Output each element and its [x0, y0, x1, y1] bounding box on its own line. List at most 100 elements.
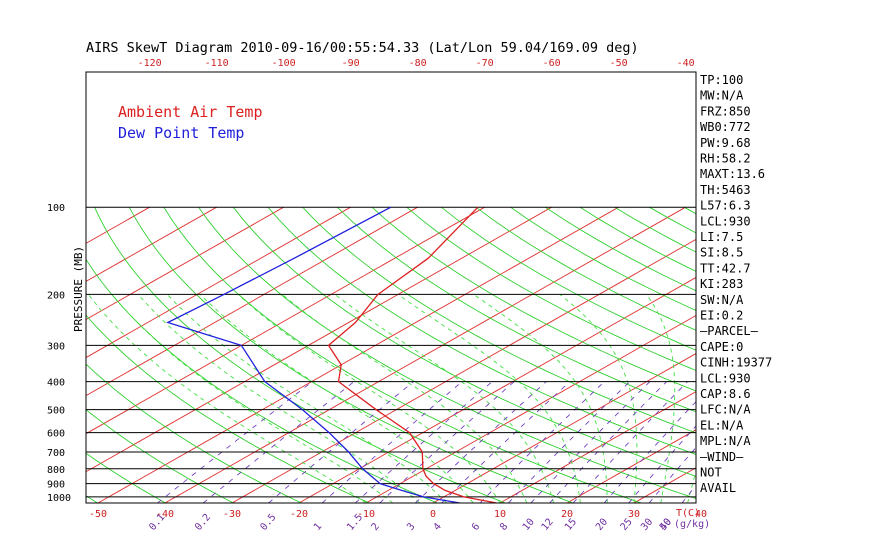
- dry-adiabat-line: [86, 363, 302, 503]
- isotherm-line: [768, 207, 870, 503]
- index-label: SI:8.5: [700, 246, 743, 260]
- bottom-temp-tick-label: -40: [156, 509, 174, 520]
- pressure-tick-label: 100: [47, 203, 65, 214]
- dry-adiabat-line: [86, 409, 234, 503]
- pressure-tick-label: 700: [47, 448, 65, 459]
- top-temp-tick-label: -110: [205, 58, 229, 69]
- index-label: —WIND—: [700, 450, 744, 464]
- dry-adiabat-line: [441, 206, 696, 351]
- pressure-tick-label: 200: [47, 290, 65, 301]
- mixing-ratio-label: 6: [470, 521, 482, 533]
- top-temp-tick-label: -40: [677, 58, 695, 69]
- index-label: TP:100: [700, 73, 743, 87]
- dry-adiabat-line: [86, 258, 438, 503]
- isotherm-line: [0, 207, 16, 503]
- dry-adiabat-line: [406, 206, 696, 371]
- index-label: SW:N/A: [700, 293, 744, 307]
- isotherm-line: [298, 276, 696, 503]
- mixing-ratio-label: 0.2: [193, 512, 213, 533]
- moist-adiabat-line: [282, 294, 528, 503]
- index-label: EL:N/A: [700, 418, 744, 432]
- index-label: LCL:930: [700, 214, 751, 228]
- index-label: —PARCEL—: [700, 324, 759, 338]
- moist-adiabat-line: [646, 294, 676, 503]
- bottom-temp-tick-label: 40: [695, 509, 707, 520]
- dry-adiabat-line: [267, 206, 696, 455]
- pressure-tick-label: 900: [47, 480, 65, 491]
- isotherm-line: [164, 206, 686, 503]
- dry-adiabat-line: [510, 206, 696, 311]
- index-label: NOT: [700, 466, 722, 480]
- mixing-ratio-line: [157, 381, 313, 503]
- mixing-ratio-line: [354, 381, 493, 503]
- temperature-profile-line: [327, 206, 497, 503]
- x-axis-unit: T(C): [676, 508, 700, 519]
- index-label: KI:283: [700, 277, 743, 291]
- isotherm-line: [86, 206, 485, 435]
- plot-frame: [85, 71, 697, 504]
- moist-adiabat-line: [559, 294, 638, 503]
- dry-adiabat-line: [336, 206, 696, 413]
- dry-adiabat-line: [94, 207, 506, 503]
- pressure-tick-label: 600: [47, 429, 65, 440]
- index-label: EI:0.2: [700, 309, 743, 323]
- index-label: MW:N/A: [700, 89, 744, 103]
- chart-title: AIRS SkewT Diagram 2010-09-16/00:55:54.3…: [86, 40, 639, 56]
- index-label: AVAIL: [700, 481, 736, 495]
- bottom-temp-tick-label: -50: [89, 509, 107, 520]
- dry-adiabat-line: [86, 452, 166, 503]
- y-axis-label: PRESSURE (MB): [72, 246, 85, 332]
- moist-adiabat-line: [397, 294, 581, 503]
- moist-adiabat-line: [166, 294, 447, 503]
- index-label: MPL:N/A: [700, 434, 751, 448]
- mixing-ratio-line: [603, 401, 696, 503]
- top-temp-tick-label: -50: [610, 58, 628, 69]
- bottom-temp-tick-label: -10: [357, 509, 375, 520]
- mixing-ratio-line: [415, 381, 547, 503]
- pressure-tick-label: 300: [47, 341, 65, 352]
- isotherm-line: [566, 429, 696, 503]
- pressure-tick-label: 1000: [47, 493, 71, 504]
- isotherm-line: [365, 314, 696, 503]
- mixing-ratio-label: 2: [370, 521, 382, 533]
- index-label: WB0:772: [700, 120, 751, 134]
- index-label: FRZ:850: [700, 104, 751, 118]
- index-label: TT:42.7: [700, 261, 751, 275]
- mixing-ratio-label: 1: [312, 521, 324, 533]
- mixing-ratio-label: 20: [594, 517, 610, 533]
- mixing-ratio-label: 4: [432, 521, 444, 533]
- isotherm-line: [86, 206, 552, 473]
- isotherm-line: [231, 238, 696, 503]
- isotherm-line: [97, 206, 619, 503]
- moist-adiabat-line: [687, 468, 696, 503]
- mixing-ratio-label: 12: [540, 517, 556, 533]
- index-label: LCL:930: [700, 371, 751, 385]
- dry-adiabat-line: [788, 207, 870, 503]
- dry-adiabat-line: [371, 206, 696, 392]
- bottom-temp-tick-label: 30: [628, 509, 640, 520]
- mixing-ratio-line: [202, 381, 355, 503]
- mixing-ratio-label: 0.5: [258, 512, 278, 533]
- index-label: RH:58.2: [700, 152, 751, 166]
- pressure-tick-label: 500: [47, 406, 65, 417]
- dry-adiabat-line: [198, 206, 696, 500]
- dry-adiabat-line: [475, 206, 696, 331]
- mixing-ratio-unit: (g/kg): [674, 519, 710, 530]
- mixing-ratio-line: [379, 381, 515, 503]
- bottom-temp-tick-label: -30: [223, 509, 241, 520]
- mixing-ratio-label: 30: [639, 517, 655, 533]
- moist-adiabat-line: [199, 294, 474, 503]
- isotherm-line: [499, 391, 696, 503]
- moist-adiabat-line: [237, 294, 501, 503]
- pressure-tick-label: 800: [47, 465, 65, 476]
- mixing-ratio-line: [441, 381, 571, 503]
- index-label: TH:5463: [700, 183, 751, 197]
- legend-dew-point-temp: Dew Point Temp: [118, 124, 244, 142]
- bottom-temp-tick-label: -20: [290, 509, 308, 520]
- index-label: MAXT:13.6: [700, 167, 765, 181]
- dry-adiabat-line: [128, 206, 574, 503]
- top-temp-tick-label: -100: [272, 58, 296, 69]
- mixing-ratio-label: 8: [498, 521, 510, 533]
- index-label: CAPE:0: [700, 340, 743, 354]
